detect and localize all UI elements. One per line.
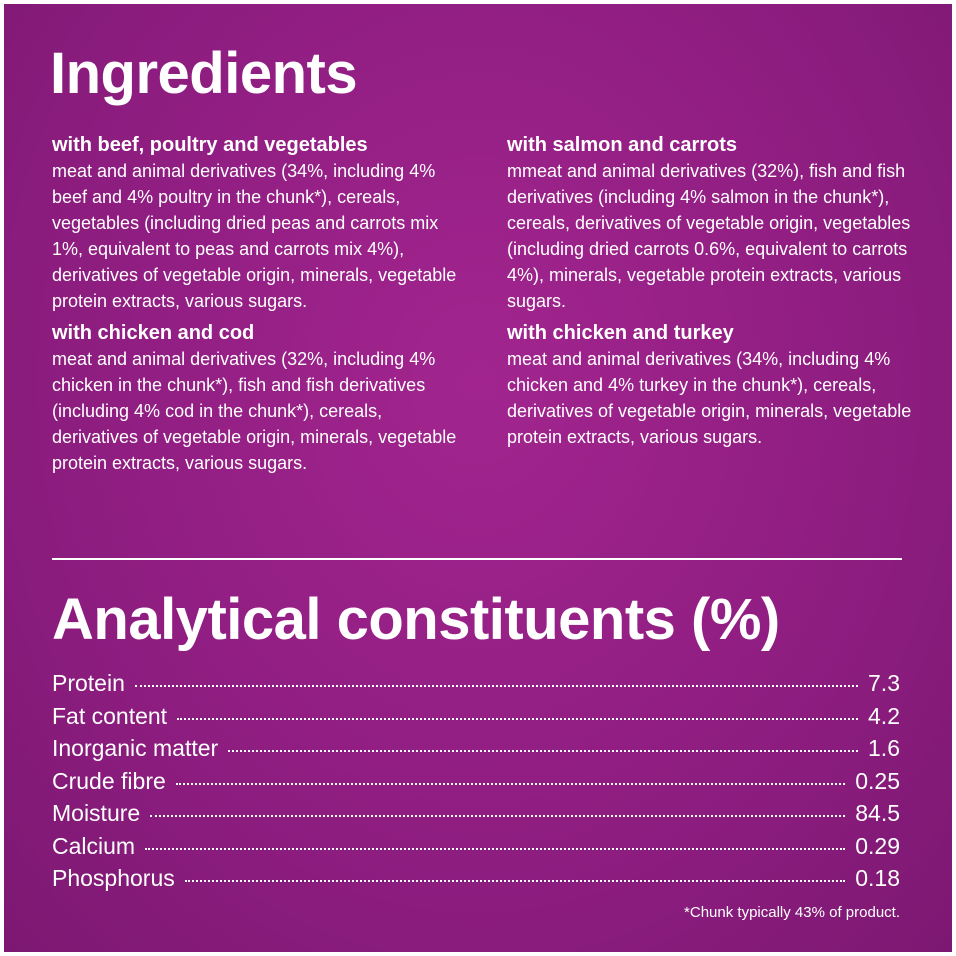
divider (52, 558, 902, 560)
section: with salmon and carrots mmeat and animal… (507, 132, 927, 314)
constituent-row: Calcium 0.29 (52, 833, 900, 866)
constituent-name: Calcium (52, 832, 136, 859)
section-heading: with beef, poultry and vegetables (52, 134, 368, 156)
section-text: meat and animal derivatives (34%, includ… (507, 349, 912, 447)
column: with salmon and carrots mmeat and animal… (507, 132, 927, 456)
dot-leader (145, 847, 846, 850)
constituent-value: 1.6 (868, 735, 900, 761)
column: with beef, poultry and vegetables meat a… (52, 132, 472, 482)
constituent-value: 84.5 (855, 800, 900, 826)
constituent-value: 7.3 (868, 670, 900, 696)
constituent-name: Moisture (52, 800, 141, 826)
constituent-row: Fat content 4.2 (52, 703, 900, 736)
constituent-name: Inorganic matter (52, 735, 219, 761)
constituent-value: 0.29 (855, 832, 900, 859)
constituent-value: 4.2 (868, 702, 900, 729)
section: with beef, poultry and vegetables meat a… (52, 132, 472, 314)
constituent-row: Inorganic matter 1.6 (52, 735, 900, 768)
title: Analytical constituents (%) (52, 587, 780, 652)
constituent-name: Phosphorus (52, 865, 175, 891)
constituent-name: Protein (52, 670, 125, 696)
dot-leader (228, 750, 859, 752)
section: with chicken and turkey meat and animal … (507, 320, 927, 450)
section-heading: with chicken and turkey (507, 322, 734, 344)
dot-leader (184, 880, 846, 882)
constituent-name: Fat content (52, 702, 168, 729)
dot-leader (150, 815, 846, 817)
page: Ingredients with beef, poultry and veget… (4, 4, 952, 952)
constituent-row: Crude fibre 0.25 (52, 768, 900, 801)
section-heading: with salmon and carrots (507, 134, 738, 156)
constituent-row: Moisture 84.5 (52, 800, 900, 833)
dot-leader (134, 685, 859, 687)
constituent-value: 0.18 (855, 865, 900, 891)
constituent-value: 0.25 (855, 767, 900, 794)
section-heading: with chicken and cod (52, 322, 255, 344)
section: with chicken and cod meat and animal der… (52, 320, 472, 476)
dot-leader (175, 782, 846, 785)
constituents-list: Protein 7.3 Fat content 4.2 Inorganic matter… (52, 670, 900, 898)
section-text: meat and animal derivatives (32%, includ… (52, 349, 457, 473)
constituent-row: Protein 7.3 (52, 670, 900, 703)
constituent-name: Crude fibre (52, 767, 166, 794)
section-text: meat and animal derivatives (34%, includ… (52, 161, 457, 311)
dot-leader (177, 717, 859, 720)
section-text: mmeat and animal derivatives (32%), fish… (507, 161, 911, 311)
constituent-row: Phosphorus 0.18 (52, 865, 900, 898)
title: Ingredients (50, 41, 358, 106)
footnote: *Chunk typically 43% of product. (684, 904, 900, 921)
